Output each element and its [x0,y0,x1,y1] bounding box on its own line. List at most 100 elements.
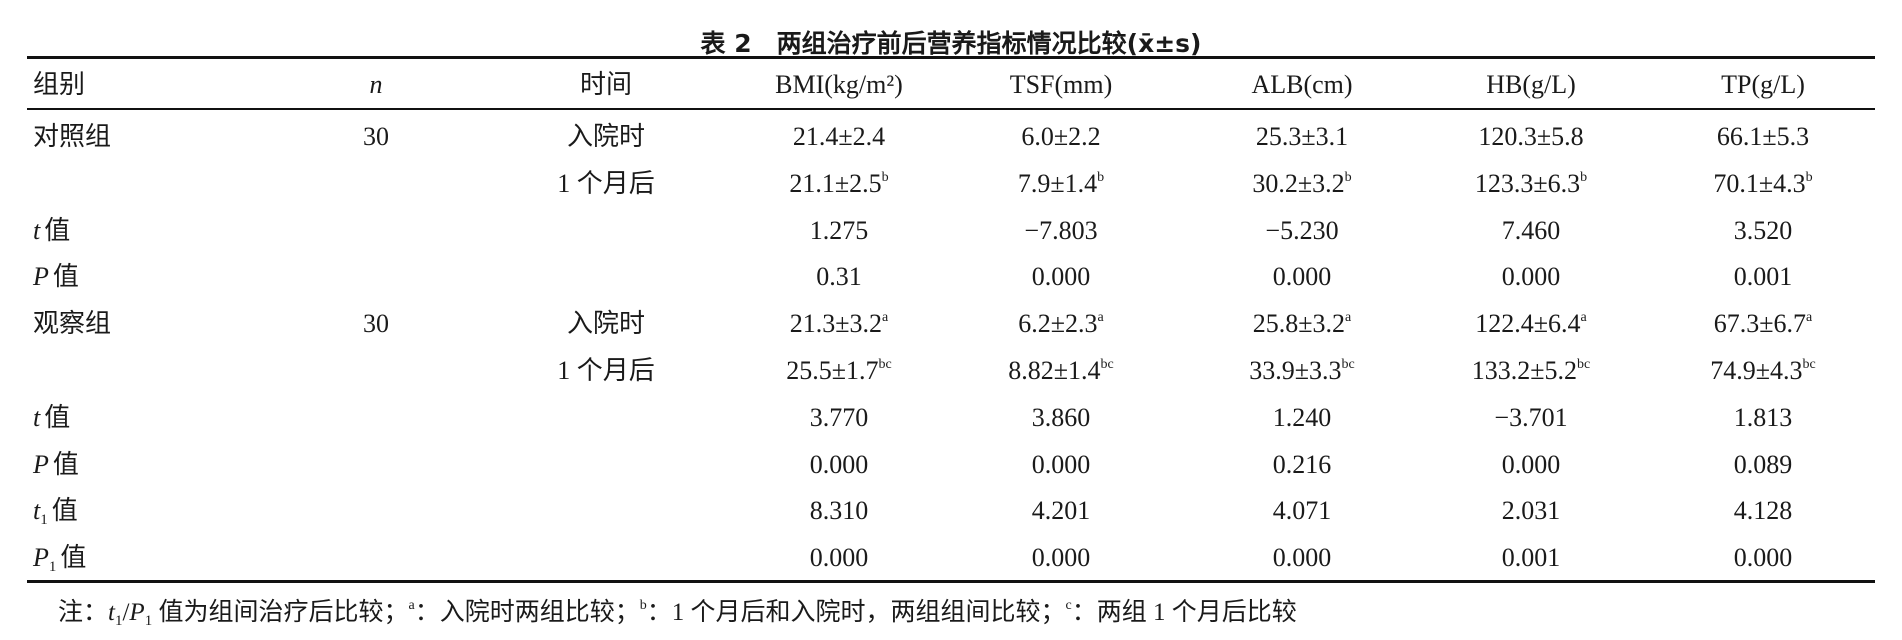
cell-text: 21.3±3.2 [789,309,883,339]
superscript: bc [1341,357,1355,372]
table-cell: 0.000 [1272,262,1332,292]
note-text: b [639,598,647,613]
superscript: a [1806,310,1813,326]
cell-text: 7.9±1.4 [1017,168,1098,198]
note-text: 值为组间治疗后比较； [152,599,409,626]
header-cell: 组别 [33,70,86,99]
table-cell: 70.1±4.3b [1713,169,1812,199]
table-cell: 30.2±3.2b [1252,169,1351,199]
subscript: 1 [40,512,48,529]
table-note: 注：t1/P1 值为组间治疗后比较；a：入院时两组比较；b：1 个月后和入院时，… [58,592,1297,629]
cell-text: 值 [52,449,79,479]
superscript: a [1345,310,1352,326]
cell-text: 74.9±4.3 [1710,356,1803,385]
table-cell: 30 [363,122,389,151]
table-cell: 0.000 [1501,449,1561,479]
table-cell: 67.3±6.7a [1714,309,1813,339]
variable: P [33,449,49,479]
table-cell: 8.82±1.4bc [1008,356,1114,386]
note-text: / [122,599,130,626]
table-cell: 25.3±3.1 [1255,122,1349,151]
table-cell: 3.520 [1733,215,1793,245]
cell-text: 值 [52,262,79,292]
header-cell: ALB(cm) [1251,70,1353,99]
table-cell: 3.770 [809,402,869,432]
table-cell: 1.275 [809,215,869,245]
table-cell: 21.1±2.5b [789,169,888,199]
cell-text: 6.2±2.3 [1018,309,1098,339]
row-label: 对照组 [33,122,112,151]
table-cell: 0.000 [1031,262,1091,292]
table-title: 表 2 两组治疗前后营养指标情况比较(x̄±s) [700,29,1202,58]
row-label: t1 值 [33,496,78,529]
header-cell: TP(g/L) [1721,70,1805,99]
table-cell: 0.000 [809,543,869,573]
table-cell: 0.000 [1031,449,1091,479]
table-cell: 0.089 [1733,449,1793,479]
table-cell: 1 个月后 [557,356,655,385]
header-cell: HB(g/L) [1486,70,1576,99]
table-cell: −5.230 [1265,215,1339,245]
cell-text: 值 [51,496,78,526]
note-text: ：入院时两组比较； [414,599,640,626]
cell-text: 67.3±6.7 [1713,309,1807,339]
table-cell: 0.000 [1272,543,1332,573]
table-cell: 入院时 [566,309,646,339]
variable: P [33,262,49,292]
table-cell: 0.000 [1501,262,1561,292]
table-cell: 7.9±1.4b [1018,169,1104,199]
table-cell: 2.031 [1501,496,1561,526]
cell-text: 25.8±3.2 [1252,309,1346,339]
cell-text: 123.3±6.3 [1474,168,1581,198]
superscript: bc [1577,357,1591,372]
header-cell: 时间 [579,70,633,99]
table-cell: 1 个月后 [557,168,655,198]
table-cell: 入院时 [566,122,646,151]
table-cell: 1.240 [1272,402,1332,432]
superscript: bc [1100,357,1114,372]
note-text: P [129,599,145,626]
table-cell: 74.9±4.3bc [1710,356,1816,386]
cell-text: 70.1±4.3 [1713,168,1806,198]
table-cell: 3.860 [1031,402,1091,432]
row-label: 观察组 [33,309,112,339]
table-cell: 30 [363,309,389,339]
cell-text: 值 [44,215,71,245]
note-text: ：1 个月后和入院时，两组组间比较； [646,599,1066,626]
table-cell: 0.000 [1733,543,1793,573]
table-cell: 0.001 [1733,262,1793,292]
table-cell: 0.000 [809,449,869,479]
note-text: c [1065,598,1072,613]
table-cell: 4.128 [1733,496,1793,526]
note-text: a [408,598,415,613]
table-cell: 21.4±2.4 [792,122,886,151]
cell-text: 21.1±2.5 [789,168,882,198]
row-label: P1 值 [33,543,86,576]
superscript: b [1097,169,1105,185]
cell-text: 122.4±6.4 [1475,309,1581,339]
table-cell: 7.460 [1501,215,1561,245]
cell-text: 133.2±5.2 [1471,356,1578,385]
superscript: b [1344,169,1352,185]
note-text: 1 [114,613,123,629]
table-cell: −3.701 [1494,402,1568,432]
table-cell: −7.803 [1024,215,1098,245]
table-cell: 0.216 [1272,449,1332,479]
table-cell: 133.2±5.2bc [1472,356,1591,386]
note-text: 1 [144,613,153,629]
table-cell: 122.4±6.4a [1475,309,1587,339]
table-cell: 25.8±3.2a [1253,309,1352,339]
variable: P [33,543,49,573]
superscript: bc [1802,357,1816,372]
subscript: 1 [48,559,57,576]
superscript: b [1805,169,1813,185]
table-cell: 0.001 [1501,543,1561,573]
cell-text: 25.5±1.7 [786,356,879,385]
superscript: a [1580,310,1587,326]
header-cell: TSF(mm) [1009,70,1113,99]
table-cell: 4.071 [1272,496,1332,526]
header-cell: BMI(kg/m²) [775,70,903,99]
